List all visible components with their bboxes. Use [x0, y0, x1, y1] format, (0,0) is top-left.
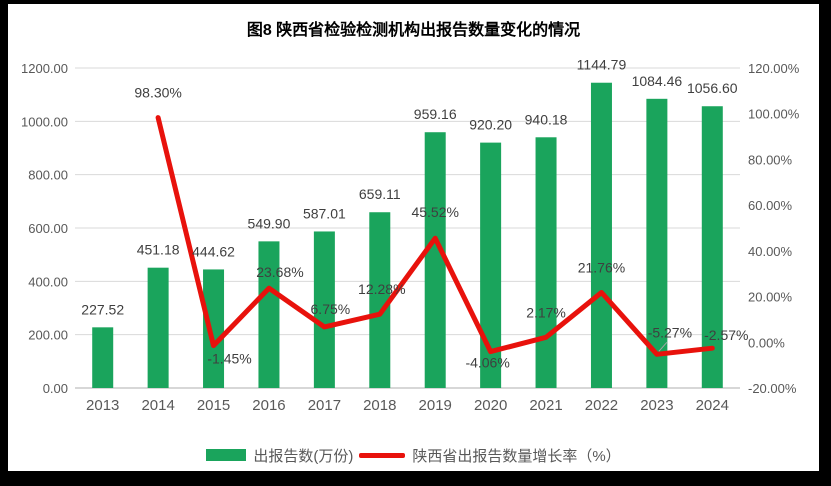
- right-axis-tick: 80.00%: [748, 152, 793, 167]
- x-axis-tick: 2020: [474, 397, 507, 414]
- bar-2014: [147, 267, 169, 388]
- x-axis-tick: 2018: [363, 397, 396, 414]
- left-axis-tick: 800.00: [28, 168, 68, 183]
- x-axis-tick: 2015: [197, 397, 230, 414]
- x-axis-tick: 2023: [640, 397, 673, 414]
- chart-canvas: 图8 陕西省检验检测机构出报告数量变化的情况 227.52 451.18 444.6…: [8, 4, 819, 471]
- bar-2021: [535, 137, 557, 388]
- bar-2017: [313, 231, 335, 388]
- left-axis-tick: 200.00: [28, 328, 68, 343]
- legend-label-bars: 出报告数(万份): [253, 447, 354, 465]
- bar-2015: [203, 269, 225, 388]
- bar-2024: [701, 106, 723, 389]
- bar-2016: [258, 241, 280, 388]
- bar-label: 659.11: [359, 186, 401, 202]
- bar-2013: [92, 327, 114, 388]
- line-label: -5.27%: [648, 324, 692, 340]
- right-axis-tick: 40.00%: [748, 244, 793, 259]
- bar-label: 451.18: [137, 242, 180, 258]
- legend-swatch-line: [359, 452, 406, 458]
- left-axis-tick: 400.00: [28, 274, 68, 289]
- bar-2019: [424, 132, 446, 388]
- line-label: -4.06%: [465, 355, 509, 371]
- legend-label-line: 陕西省出报告数量增长率（%）: [412, 447, 621, 465]
- left-axis-tick: 600.00: [28, 221, 68, 236]
- right-axis-tick: -20.00%: [748, 381, 797, 396]
- bar-label: 1084.46: [632, 73, 683, 89]
- right-axis-tick: 20.00%: [748, 290, 793, 305]
- bar-label: 920.20: [469, 117, 512, 133]
- left-axis-tick: 0.00: [43, 381, 68, 396]
- x-axis: 2013 2014 2015 2016 2017 2018 2019 2020 2021 2022…: [86, 397, 729, 414]
- gridlines: [75, 67, 740, 336]
- right-axis-tick: 0.00%: [748, 335, 785, 350]
- left-axis-tick: 1000.00: [21, 114, 68, 129]
- bar-label: 549.90: [248, 215, 291, 231]
- bar-2018: [369, 212, 391, 388]
- right-axis-tick: 60.00%: [748, 198, 793, 213]
- line-label: 98.30%: [134, 85, 181, 101]
- bar-2023: [646, 98, 668, 388]
- bar-label: 587.01: [303, 205, 346, 221]
- line-labels: 98.30% -1.45% 23.68% 6.75% 12.28% 45.52% -4.06…: [134, 85, 748, 371]
- x-axis-tick: 2016: [252, 397, 285, 414]
- line-label: -2.57%: [704, 327, 748, 343]
- line-label: 2.17%: [526, 304, 566, 320]
- label-leader-line: [658, 341, 668, 352]
- bar-label: 1056.60: [687, 80, 738, 96]
- legend-swatch-bars: [206, 449, 247, 461]
- x-axis-tick: 2021: [529, 397, 562, 414]
- x-axis-tick: 2019: [419, 397, 452, 414]
- line-label: 23.68%: [256, 264, 303, 280]
- left-axis-tick: 1200.00: [21, 61, 68, 76]
- bars-series: [92, 82, 723, 389]
- growth-line: [155, 115, 715, 357]
- x-axis-tick: 2024: [696, 397, 729, 414]
- x-axis-tick: 2014: [141, 397, 174, 414]
- chart-legend: 出报告数(万份) 陕西省出报告数量增长率（%）: [8, 446, 819, 465]
- right-axis: 120.00% 100.00% 80.00% 60.00% 40.00% 20.00% 0.…: [748, 61, 800, 396]
- bar-label: 444.62: [192, 243, 235, 259]
- line-label: 6.75%: [311, 301, 351, 317]
- chart-title: 图8 陕西省检验检测机构出报告数量变化的情况: [246, 22, 581, 39]
- line-label: 45.52%: [411, 204, 458, 220]
- bar-label: 940.18: [525, 111, 568, 127]
- line-label: 12.28%: [358, 281, 405, 297]
- x-axis-tick: 2013: [86, 397, 119, 414]
- bar-label: 227.52: [81, 301, 124, 317]
- line-label: 21.76%: [578, 260, 625, 276]
- bar-label: 959.16: [414, 106, 457, 122]
- right-axis-tick: 100.00%: [748, 107, 800, 122]
- x-axis-tick: 2017: [308, 397, 341, 414]
- left-axis: 1200.00 1000.00 800.00 600.00 400.00 200.00 0.…: [21, 61, 68, 396]
- bar-label: 1144.79: [577, 57, 627, 73]
- bar-2020: [480, 142, 502, 388]
- right-axis-tick: 120.00%: [748, 61, 800, 76]
- bar-2022: [590, 82, 612, 389]
- combo-chart: 227.52 451.18 444.62 549.90 587.01 659.11 959.…: [21, 57, 800, 414]
- bar-labels: 227.52 451.18 444.62 549.90 587.01 659.11 959.…: [81, 57, 738, 318]
- line-label: -1.45%: [207, 351, 251, 367]
- x-axis-tick: 2022: [585, 397, 618, 414]
